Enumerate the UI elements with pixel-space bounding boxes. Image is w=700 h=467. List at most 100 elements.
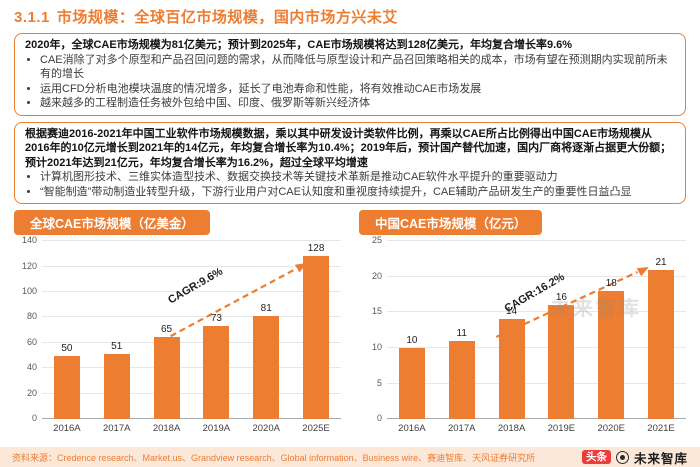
bars: 50 51 65 73 81 128 [42,241,341,420]
page-title: 3.1.1 市场规模：全球百亿市场规模，国内市场方兴未艾 [14,6,686,27]
x-tick-label: 2021E [647,423,675,435]
x-axis-row: 2016A 2017A 2018A 2019E 2020E 2021E [359,423,686,434]
brand-mark: 头条 未来智库 [581,448,688,467]
bar-slot: 18 [590,241,632,420]
bar [398,347,425,420]
bar-slot: 10 [391,241,433,420]
bullet-item: 运用CFD分析电池模块温度的情况增多，延长了电池寿命和性能，将有效推动CAE市场… [40,82,675,97]
gridline [42,367,341,369]
x-tick-label: 2020A [252,423,280,435]
gridline [42,392,341,394]
bar [153,336,180,420]
section-title: 市场规模：全球百亿市场规模，国内市场方兴未艾 [56,9,398,26]
y-tick-label: 120 [21,260,37,271]
bar-value-label: 51 [111,341,123,353]
y-tick-label: 140 [21,235,37,246]
bar-slot: 50 [46,241,88,420]
bar [448,340,475,420]
y-tick-label: 25 [371,235,382,246]
bar-value-label: 14 [506,306,518,318]
global-chart-title-badge: 全球CAE市场规模（亿美金） [14,210,210,236]
charts-row: 全球CAE市场规模（亿美金） 0 20 40 60 80 100 120 140 CAGR:9… [14,210,686,434]
bullet-item: “智能制造”带动制造业转型升级，下游行业用户对CAE认知度和重视度持续提升，CA… [40,185,675,200]
bar [253,316,280,420]
section-number: 3.1.1 [14,9,50,26]
gridline [42,240,341,242]
bar [648,269,675,420]
plot: CAGR:16.2% 10 11 14 16 18 21 [387,240,686,420]
bar-value-label: 50 [61,342,73,354]
china-market-headline: 根据赛迪2016-2021年中国工业软件市场规模数据，乘以其中研发设计类软件比例… [25,127,672,169]
bar [53,355,80,420]
x-tick-label: 2025E [302,423,330,435]
bullet-item: 越来越多的工程制造任务被外包给中国、印度、俄罗斯等新兴经济体 [40,96,675,111]
bar-value-label: 73 [210,313,222,325]
bullet-item: CAE消除了对多个原型和产品召回问题的需求，从而降低与原型设计和产品召回策略相关… [40,53,675,82]
bar-value-label: 18 [605,278,617,289]
x-tick-label: 2016A [53,423,81,435]
gridline [42,341,341,343]
bar-value-label: 128 [307,243,325,255]
bar-value-label: 11 [456,327,467,339]
bar [548,305,575,420]
bar [498,319,525,420]
bar-value-label: 21 [655,256,667,268]
bars: 10 11 14 16 18 21 [387,241,686,420]
y-tick-label: 20 [26,387,37,398]
bar-slot: 16 [540,241,582,420]
toutiao-logo: 头条 [581,449,611,465]
page-content: 3.1.1 市场规模：全球百亿市场规模，国内市场方兴未艾 2020年，全球CAE市… [0,0,700,434]
x-tick-label: 2020E [597,423,625,435]
y-tick-label: 15 [371,306,382,317]
x-tick-label: 2017A [447,423,476,435]
plot: CAGR:9.6% 50 51 65 73 81 128 [42,240,341,420]
brand-logo-icon [615,450,629,464]
china-market-bullet-list: 计算机图形技术、三维实体造型技术、数据交换技术等关键技术革新是推动CAE软件水平… [25,170,675,199]
gridline [387,346,686,348]
brand-name: 未来智库 [633,451,688,466]
bar-slot: 73 [195,241,237,420]
global-market-bullet-list: CAE消除了对多个原型和产品召回问题的需求，从而降低与原型设计和产品召回策略相关… [25,53,675,111]
y-tick-label: 100 [21,286,37,297]
bar-value-label: 16 [555,292,567,304]
y-tick-label: 80 [26,311,37,322]
y-tick-label: 20 [371,270,382,281]
source-note: 资料来源：Credence research、Market.us、Grandvi… [12,452,536,463]
axis-spacer [359,423,387,434]
x-tick-label: 2018A [152,423,181,435]
y-tick-label: 40 [26,362,37,373]
x-tick-label: 2019A [202,423,231,435]
china-chart-title-badge: 中国CAE市场规模（亿元） [359,210,543,236]
x-tick-label: 2016A [398,423,426,435]
bar-value-label: 65 [161,323,173,335]
x-tick-label: 2017A [102,423,131,435]
x-axis: 2016A 2017A 2018A 2019E 2020E 2021E [387,423,686,434]
gridline [42,265,341,267]
bar-slot: 65 [146,241,188,420]
x-tick-label: 2018A [497,423,526,435]
global-market-text-box: 2020年，全球CAE市场规模为81亿美元；预计到2025年，CAE市场规模将达… [14,33,686,116]
bar [203,326,230,420]
axis-spacer [14,423,42,434]
bullet-item: 计算机图形技术、三维实体造型技术、数据交换技术等关键技术革新是推动CAE软件水平… [40,170,675,185]
gridline [387,382,686,384]
y-tick-label: 0 [376,413,382,424]
bar-slot: 51 [96,241,138,420]
bar [303,256,330,420]
bar-slot: 128 [295,241,337,420]
global-chart-plot-area: 0 20 40 60 80 100 120 140 CAGR:9.6% 50 51 65 73 81 1… [14,235,341,423]
y-tick-label: 60 [26,336,37,347]
y-tick-label: 10 [371,341,382,352]
bar-value-label: 81 [260,303,272,315]
y-axis: 0 20 40 60 80 100 120 140 [14,235,42,423]
bar-slot: 81 [245,241,287,420]
bar [598,291,625,420]
gridline [387,418,686,420]
bar-slot: 21 [640,241,682,420]
global-cae-market-chart: 全球CAE市场规模（亿美金） 0 20 40 60 80 100 120 140 CAGR:9… [14,210,341,434]
gridline [42,418,341,420]
bar-value-label: 10 [406,334,418,346]
y-tick-label: 0 [31,413,37,424]
y-tick-label: 5 [376,377,382,388]
